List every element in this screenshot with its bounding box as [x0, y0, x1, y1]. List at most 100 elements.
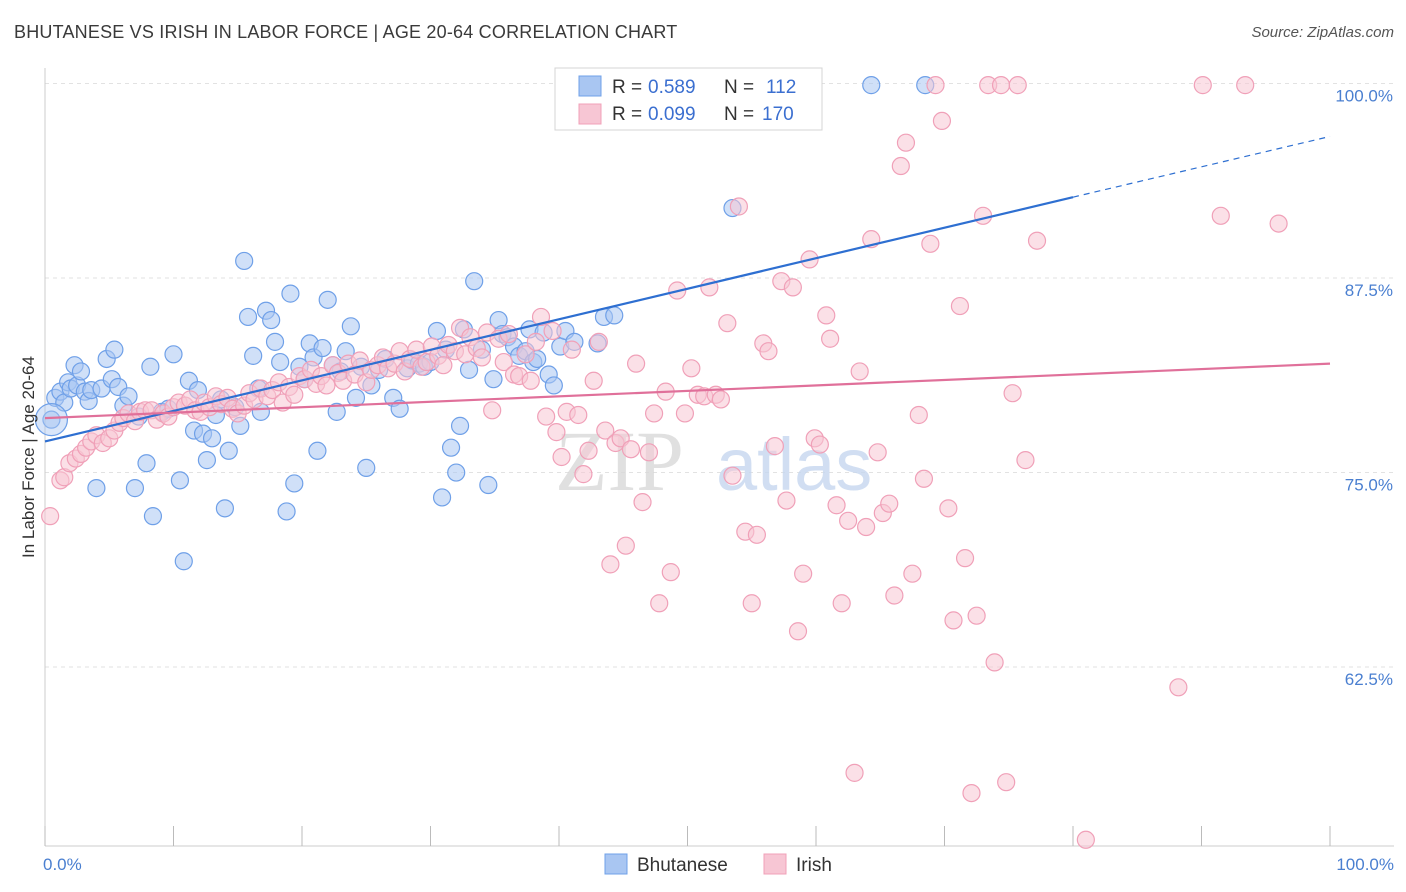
bhutanese-point-102 — [544, 376, 563, 395]
bhutanese-point-large — [34, 403, 69, 437]
irish-point-121 — [711, 390, 731, 409]
irish-point-116 — [682, 359, 701, 378]
bhutanese-point-20 — [125, 479, 145, 498]
irish-point-122 — [718, 314, 737, 333]
bhutanese-point-28 — [170, 471, 190, 490]
irish-point-123 — [723, 466, 742, 485]
irish-point-141 — [827, 496, 846, 515]
y-axis-title: In Labor Force | Age 20-64 — [19, 356, 38, 558]
y-tick-label-0: 62.5% — [1345, 670, 1393, 689]
legend-swatch-irish — [578, 103, 602, 125]
bhutanese-point-44 — [244, 346, 263, 365]
irish-point-179 — [1236, 76, 1255, 95]
legend-n-label-2: N = — [724, 104, 754, 125]
irish-point-154 — [903, 564, 922, 583]
irish-point-124 — [729, 197, 749, 216]
irish-point-89 — [531, 307, 551, 327]
irish-point-153 — [896, 133, 916, 152]
irish-point-90 — [537, 407, 556, 426]
irish-point-144 — [845, 763, 864, 782]
irish-point-93 — [552, 447, 571, 467]
bhutanese-point-83 — [447, 463, 466, 482]
legend-n-value-1: 112 — [766, 77, 796, 98]
irish-point-106 — [621, 440, 641, 459]
bhutanese-point-87 — [465, 272, 484, 291]
irish-point-163 — [955, 549, 975, 568]
irish-point-91 — [543, 321, 562, 341]
irish-point-145 — [850, 362, 869, 381]
irish-point-105 — [616, 536, 635, 555]
irish-point-171 — [1003, 384, 1022, 403]
irish-point-135 — [794, 564, 813, 583]
irish-point-169 — [991, 76, 1011, 95]
bhutanese-point-65 — [341, 317, 360, 336]
irish-point-152 — [891, 156, 910, 176]
irish-point-44 — [285, 385, 304, 404]
bhutanese-trend-line — [44, 196, 1074, 443]
irish-point-50 — [317, 376, 336, 395]
irish-point-87 — [521, 371, 540, 390]
irish-point-164 — [962, 783, 981, 803]
irish-point-86 — [516, 345, 535, 364]
bhutanese-point-59 — [313, 338, 332, 358]
irish-point-175 — [1076, 830, 1095, 849]
irish-point-162 — [950, 296, 970, 316]
bhutanese-point-52 — [281, 284, 300, 303]
x-tick-label-1: 100.0% — [1336, 855, 1394, 874]
irish-point-139 — [817, 306, 836, 325]
bhutanese-point-22 — [137, 454, 156, 473]
bhutanese-point-29 — [174, 552, 193, 571]
y-tick-label-1: 75.0% — [1345, 476, 1393, 495]
irish-point-165 — [967, 606, 986, 625]
y-tick-label-2: 87.5% — [1345, 281, 1393, 300]
irish-point-160 — [939, 499, 958, 518]
bhutanese-point-79 — [427, 321, 447, 341]
irish-point-80 — [483, 401, 502, 420]
bhutanese-point-58 — [308, 441, 327, 460]
irish-point-102 — [601, 555, 620, 574]
irish-trend-line — [44, 362, 1331, 420]
stats-legend: R = 0.589 N = 112 R = 0.099 N = 170 — [554, 67, 823, 131]
bhutanese-point-89 — [479, 475, 498, 495]
series-legend-label-bhutanese: Bhutanese — [637, 855, 728, 876]
legend-swatch-bhutanese — [578, 75, 602, 97]
irish-point-148 — [868, 443, 887, 462]
irish-point-174 — [1027, 231, 1047, 250]
irish-point-180 — [1269, 214, 1288, 233]
irish-point-158 — [926, 76, 945, 95]
bhutanese-point-48 — [262, 310, 281, 330]
irish-point-129 — [759, 342, 778, 361]
chart-title: BHUTANESE VS IRISH IN LABOR FORCE | AGE … — [14, 22, 678, 42]
irish-point-82 — [494, 352, 513, 372]
irish-point-98 — [579, 441, 598, 460]
legend-n-value-2: 170 — [762, 104, 794, 125]
irish-point-113 — [661, 563, 680, 582]
irish-point-142 — [832, 594, 851, 613]
series-legend-label-irish: Irish — [796, 855, 832, 876]
irish-point-96 — [569, 405, 588, 425]
irish-point-155 — [909, 405, 928, 425]
irish-point-146 — [857, 517, 876, 537]
irish-point-170 — [997, 773, 1016, 792]
irish-point-150 — [880, 494, 899, 513]
irish-point-178 — [1211, 206, 1230, 225]
irish-point-92 — [547, 423, 566, 442]
irish-point-172 — [1008, 76, 1027, 95]
irish-point-138 — [810, 435, 829, 454]
irish-point-109 — [639, 443, 659, 462]
legend-r-value-1: 0.589 — [648, 77, 696, 98]
bhutanese-point-43 — [238, 307, 258, 327]
irish-point-83 — [499, 324, 518, 344]
x-ticks — [44, 826, 1331, 846]
bhutanese-point-51 — [277, 502, 296, 521]
bhutanese-point-35 — [202, 429, 222, 448]
bhutanese-point-62 — [327, 402, 346, 421]
bhutanese-point-50 — [271, 352, 290, 372]
y-tick-label-3: 100.0% — [1335, 87, 1393, 106]
irish-point-111 — [650, 594, 669, 613]
bhutanese-trend-extension — [1072, 135, 1331, 198]
bhutanese-point-90 — [484, 370, 503, 389]
bhutanese-point-82 — [441, 438, 461, 457]
irish-point-127 — [747, 525, 766, 544]
